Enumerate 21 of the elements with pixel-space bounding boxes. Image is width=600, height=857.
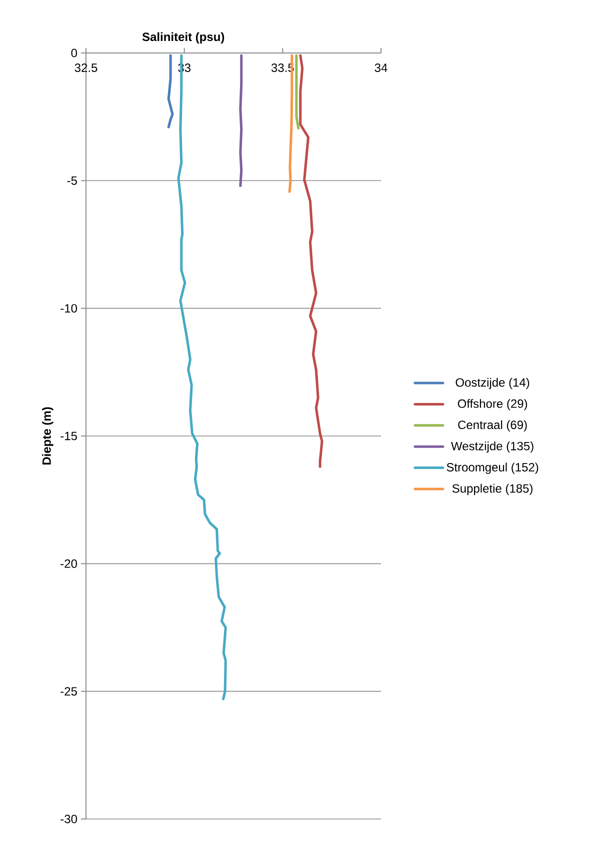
x-tick-label: 32.5: [74, 64, 98, 72]
x-axis-title: Saliniteit (psu): [142, 32, 224, 44]
y-tick-label: 0: [71, 48, 78, 58]
x-tick-label: 34: [374, 64, 388, 72]
legend-label: Centraal (69): [458, 420, 527, 432]
legend-label: Suppletie (185): [452, 484, 532, 496]
y-tick-label: -30: [60, 814, 77, 824]
y-tick-label: -10: [60, 304, 77, 313]
legend-label: Oostzijde (14): [456, 378, 530, 390]
legend-label: Westzijde (135): [451, 442, 534, 453]
y-axis-title: Diepte (m): [42, 407, 54, 465]
y-tick-label: -25: [60, 687, 77, 696]
legend-label: Offshore (29): [458, 399, 528, 410]
legend-label: Stroomgeul (152): [446, 462, 538, 474]
y-tick-label: -5: [67, 176, 77, 185]
y-tick-label: -20: [60, 559, 77, 568]
line-series: [167, 54, 174, 128]
line-series: [177, 54, 227, 700]
line-series: [239, 54, 243, 188]
line-series: [299, 54, 324, 468]
y-tick-label: -15: [60, 432, 77, 440]
